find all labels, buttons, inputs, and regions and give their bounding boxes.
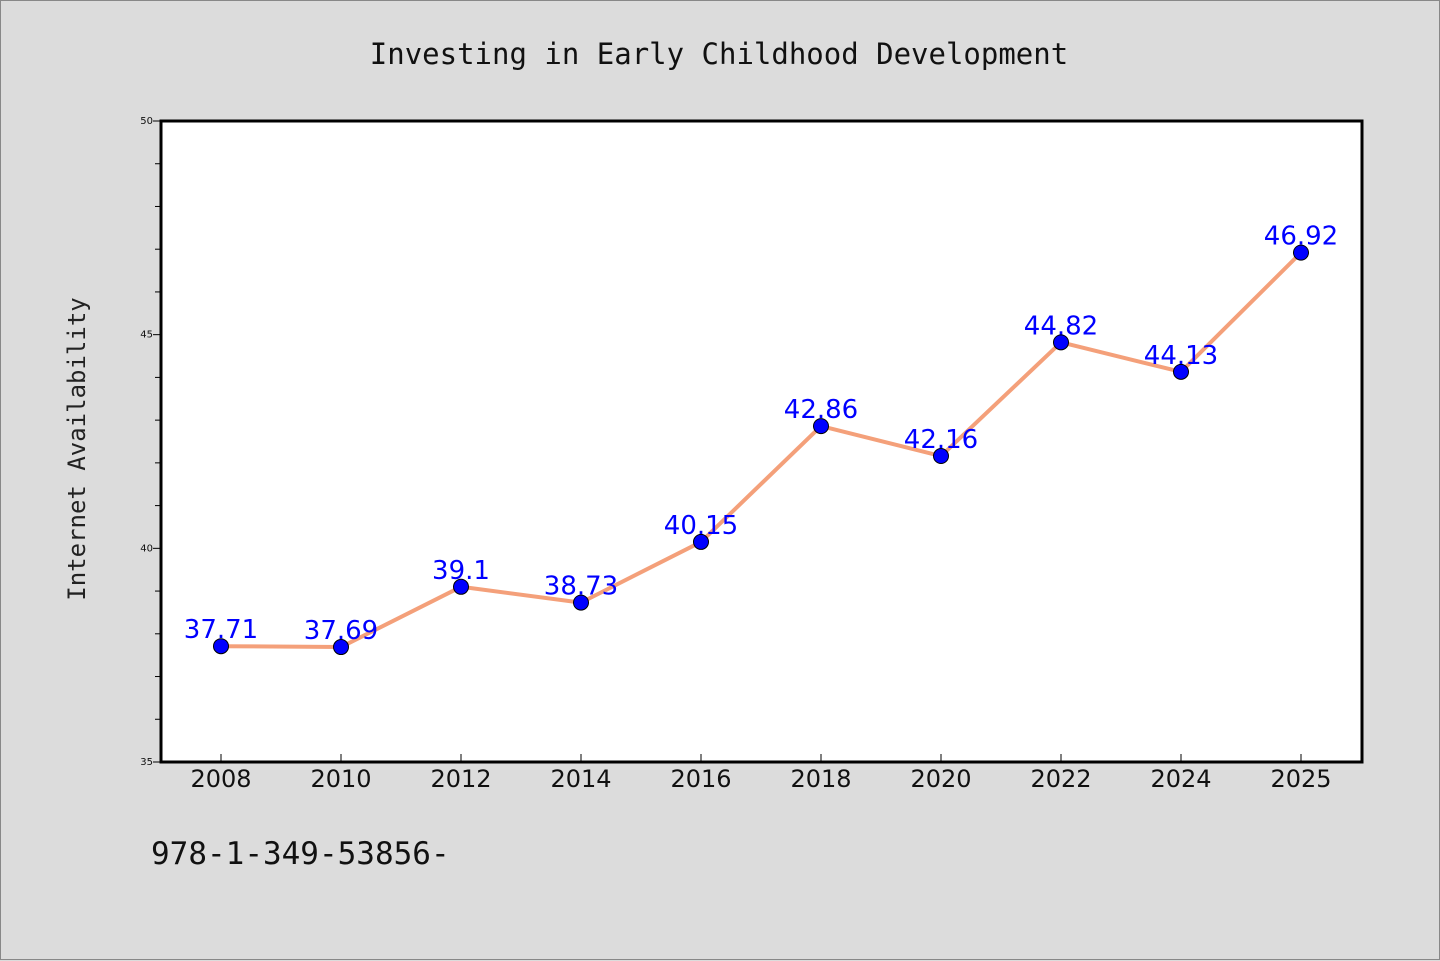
data-label: 44.82 bbox=[1024, 311, 1098, 341]
y-axis-label: Internet Availability bbox=[63, 297, 91, 600]
data-label: 39.1 bbox=[432, 556, 490, 586]
data-point bbox=[1053, 334, 1069, 351]
data-label: 42.16 bbox=[904, 425, 978, 455]
y-tick-label: 50 bbox=[140, 116, 153, 127]
x-tick-label: 2014 bbox=[550, 765, 611, 793]
data-label: 40.15 bbox=[664, 511, 738, 541]
plot-area bbox=[161, 121, 1362, 762]
data-point bbox=[1173, 363, 1189, 380]
y-tick-label: 45 bbox=[140, 330, 153, 341]
data-label: 37.69 bbox=[304, 616, 378, 646]
x-tick-label: 2020 bbox=[910, 765, 971, 793]
x-tick-label: 2025 bbox=[1270, 765, 1331, 793]
data-point bbox=[1293, 244, 1309, 261]
data-point bbox=[573, 594, 589, 611]
chart-title: Investing in Early Childhood Development bbox=[370, 37, 1068, 71]
series-line bbox=[219, 250, 1303, 650]
x-tick-label: 2010 bbox=[310, 765, 371, 793]
data-label: 46.92 bbox=[1264, 222, 1338, 252]
data-point bbox=[813, 418, 829, 435]
data-point bbox=[693, 533, 709, 550]
x-axis-ticks: 2008 2010 2012 2014 2016 2018 2020 2022 2024 2025 bbox=[190, 754, 1332, 793]
x-tick-label: 2018 bbox=[790, 765, 851, 793]
data-point bbox=[213, 638, 229, 655]
data-label: 44.13 bbox=[1144, 341, 1218, 371]
data-labels: 37.71 37.69 39.1 38.73 40.15 42.86 42.16 44.82 4… bbox=[184, 222, 1338, 646]
x-tick-label: 2008 bbox=[190, 765, 251, 793]
x-tick-label: 2012 bbox=[430, 765, 491, 793]
data-point bbox=[333, 639, 349, 656]
y-tick-label: 35 bbox=[140, 757, 153, 768]
annotation-text: 978-1-349-53856- bbox=[151, 836, 450, 872]
y-axis-ticks: 35 40 45 50 bbox=[140, 116, 161, 768]
plot-frame bbox=[159, 119, 1364, 764]
x-tick-label: 2016 bbox=[670, 765, 731, 793]
data-label: 38.73 bbox=[544, 572, 618, 602]
x-tick-label: 2022 bbox=[1030, 765, 1091, 793]
y-tick-label: 40 bbox=[140, 543, 153, 554]
data-point bbox=[453, 578, 469, 595]
x-tick-label: 2024 bbox=[1150, 765, 1211, 793]
series-layer bbox=[213, 244, 1309, 656]
data-label: 37.71 bbox=[184, 615, 258, 645]
data-label: 42.86 bbox=[784, 395, 858, 425]
data-point bbox=[933, 448, 949, 465]
